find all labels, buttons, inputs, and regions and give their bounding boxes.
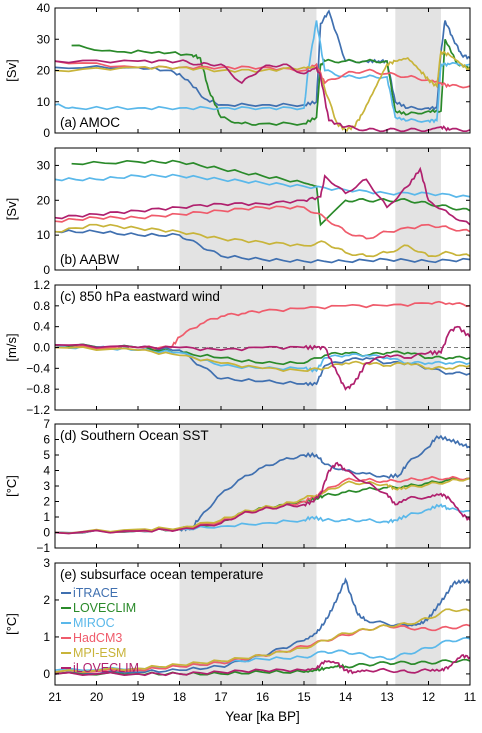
series-line-itrace xyxy=(55,229,470,264)
series-line-mpi-esm xyxy=(55,49,470,133)
panel-a: 0 10 20 30 40 [Sv] (a) AMOC xyxy=(4,1,471,140)
y-tick-label: 0.4 xyxy=(33,320,50,334)
y-tick-label: −1.2 xyxy=(26,403,50,417)
series-line-loveclim xyxy=(55,477,470,534)
panel-title: (c) 850 hPa eastward wind xyxy=(60,289,220,304)
series-line-mpi-esm xyxy=(55,223,470,258)
x-axis-label: Year [ka BP] xyxy=(225,709,300,724)
y-tick-label: 0 xyxy=(43,263,50,277)
y-tick-label: 20 xyxy=(37,64,51,78)
panel-title: (a) AMOC xyxy=(60,115,120,130)
legend-item: LOVECLIM xyxy=(73,601,136,615)
x-tick-label: 13 xyxy=(380,690,394,704)
y-tick-label: −1 xyxy=(36,541,50,555)
legend-item: HadCM3 xyxy=(73,631,122,645)
panel-c: −1.2 −0.8 −0.4 0.0 0.4 0.8 1.2 [m/s] (c) 850 hPa… xyxy=(4,278,471,417)
y-tick-label: 6 xyxy=(43,433,50,447)
series-line-hadcm3 xyxy=(55,205,470,240)
y-tick-label: 0.8 xyxy=(33,299,50,313)
y-axis-label: [°C] xyxy=(4,475,19,497)
panel-title: (d) Southern Ocean SST xyxy=(60,428,209,443)
y-tick-label: 40 xyxy=(37,1,51,15)
y-tick-label: 4 xyxy=(43,464,50,478)
y-axis-label: [m/s] xyxy=(4,333,19,361)
x-tick-label: 12 xyxy=(422,690,436,704)
series-line-mpi-esm xyxy=(55,346,470,372)
y-tick-label: 20 xyxy=(37,193,51,207)
panel-b: 0 10 20 30 [Sv] (b) AABW xyxy=(4,147,471,277)
y-axis-label: [°C] xyxy=(4,613,19,635)
series-line-itrace xyxy=(55,434,470,534)
series-line-iloveclim xyxy=(55,325,470,391)
series-line-iloveclim xyxy=(55,166,470,226)
panel-e: 0 1 2 3 [°C] (e) subsurface ocean temperature… xyxy=(4,556,471,686)
y-tick-label: 30 xyxy=(37,32,51,46)
series-line-miroc xyxy=(55,20,470,124)
series-line-hadcm3 xyxy=(55,60,470,89)
y-tick-label: 0 xyxy=(43,526,50,540)
series-line-hadcm3 xyxy=(55,623,470,674)
y-tick-label: 3 xyxy=(43,479,50,493)
y-tick-label: 1 xyxy=(43,630,50,644)
series-line-loveclim xyxy=(71,159,470,227)
x-tick-label: 15 xyxy=(297,690,311,704)
y-tick-label: 1.2 xyxy=(33,278,50,292)
y-tick-label: 10 xyxy=(37,228,51,242)
legend-item: MPI-ESM xyxy=(73,646,126,660)
legend-item: iLOVECLIM xyxy=(73,661,139,675)
series-line-miroc xyxy=(55,503,470,534)
x-tick-label: 11 xyxy=(464,690,477,704)
series-line-mpi-esm xyxy=(55,477,470,535)
y-tick-label: −0.8 xyxy=(26,382,50,396)
series-line-loveclim xyxy=(55,658,470,676)
y-tick-label: 0.0 xyxy=(33,341,50,355)
series-line-loveclim xyxy=(55,343,470,366)
series-line-miroc xyxy=(55,345,470,373)
shaded-interval xyxy=(395,148,441,270)
series-line-mpi-esm xyxy=(55,608,470,673)
y-tick-label: 2 xyxy=(43,593,50,607)
y-axis-label: [Sv] xyxy=(4,59,19,81)
panel-title: (b) AABW xyxy=(60,252,120,267)
y-tick-label: −0.4 xyxy=(26,361,50,375)
x-tick-label: 17 xyxy=(214,690,228,704)
x-tick-label: 16 xyxy=(256,690,270,704)
y-tick-label: 7 xyxy=(43,417,50,431)
panel-d: −10 12 34 56 7 [°C] (d) Southern Ocean SST xyxy=(4,417,471,555)
y-tick-label: 10 xyxy=(37,95,51,109)
x-tick-label: 18 xyxy=(173,690,187,704)
legend-item: MIROC xyxy=(73,616,115,630)
x-tick-label: 20 xyxy=(90,690,104,704)
y-tick-label: 0 xyxy=(43,126,50,140)
series-line-loveclim xyxy=(71,38,470,126)
panel-title: (e) subsurface ocean temperature xyxy=(60,567,263,582)
y-tick-label: 5 xyxy=(43,448,50,462)
y-axis-label: [Sv] xyxy=(4,198,19,220)
y-tick-label: 2 xyxy=(43,495,50,509)
x-tick-label: 19 xyxy=(131,690,145,704)
series-line-iloveclim xyxy=(55,653,470,677)
x-tick-label: 14 xyxy=(339,690,353,704)
y-tick-label: 3 xyxy=(43,556,50,570)
series-line-iloveclim xyxy=(55,461,470,535)
x-tick-label: 21 xyxy=(48,690,62,704)
y-tick-label: 1 xyxy=(43,510,50,524)
series-line-iloveclim xyxy=(55,59,470,133)
y-tick-label: 0 xyxy=(43,667,50,681)
series-line-hadcm3 xyxy=(55,300,470,350)
y-tick-label: 30 xyxy=(37,158,51,172)
legend-item: iTRACE xyxy=(73,586,118,600)
